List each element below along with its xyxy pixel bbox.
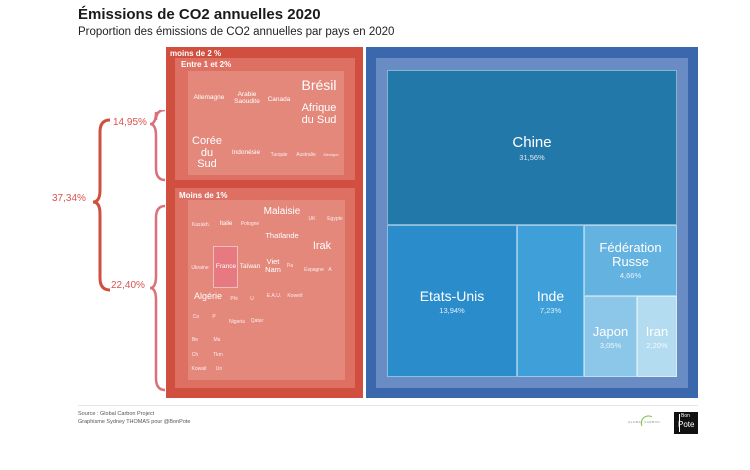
global-carbon-logo: GLOBAL CARBON xyxy=(628,414,664,428)
country-indonesie[interactable]: Indonésie xyxy=(231,149,261,156)
brace-sub2-label: 22,40% xyxy=(111,280,145,291)
country-australie[interactable]: Australie xyxy=(296,152,316,158)
france-highlight xyxy=(213,246,238,288)
arabie-line2: Saoudite xyxy=(234,97,260,105)
country-koweit[interactable]: Koweït xyxy=(287,293,303,299)
country-iran[interactable]: Iran 2,20% xyxy=(637,296,677,377)
country-pologne[interactable]: Pologne xyxy=(240,221,260,227)
country-coree-du-sud[interactable]: Corée du Sud xyxy=(188,135,226,171)
country-un[interactable]: Un xyxy=(215,366,223,372)
brace-sub2 xyxy=(149,204,166,392)
country-co[interactable]: Co xyxy=(192,314,200,320)
country-mexique[interactable]: Mexique xyxy=(323,152,339,157)
country-a[interactable]: A xyxy=(328,267,332,273)
arabie-line1: Arabie xyxy=(237,91,257,98)
group-small-label: moins de 2 % xyxy=(170,49,222,58)
eu-pct: 13,94% xyxy=(439,305,465,315)
country-egypte[interactable]: Egypte xyxy=(327,216,343,222)
iran-label: Iran xyxy=(645,323,669,339)
country-algerie[interactable]: Algérie xyxy=(193,291,222,301)
country-inde[interactable]: Inde 7,23% xyxy=(517,225,584,377)
footer-credit: Graphisme Sydney THOMAS pour @BonPote xyxy=(78,419,191,425)
coree-line3: Sud xyxy=(197,158,217,171)
country-bresil[interactable]: Brésil xyxy=(301,77,337,93)
inde-label: Inde xyxy=(536,287,565,304)
country-u[interactable]: U xyxy=(250,296,254,302)
country-turquie[interactable]: Turquie xyxy=(270,152,288,158)
country-kazakhstan[interactable]: Kazakh. xyxy=(191,222,211,228)
chine-pct: 31,56% xyxy=(519,152,545,162)
country-qatar[interactable]: Qatar xyxy=(250,318,264,324)
subgroup-1-2-cells xyxy=(188,71,344,175)
iran-pct: 2,20% xyxy=(646,340,668,350)
chart-title: Émissions de CO2 annuelles 2020 xyxy=(78,6,321,23)
country-arabie-saoudite[interactable]: Arabie Saoudite xyxy=(228,91,266,106)
footer-divider xyxy=(78,405,698,406)
chart-subtitle: Proportion des émissions de CO2 annuelle… xyxy=(78,26,395,38)
country-chine[interactable]: Chine 31,56% xyxy=(387,70,677,225)
vietnam-line2: Nam xyxy=(265,264,281,274)
coree-line2: du xyxy=(200,146,214,159)
subgroup-less-1-cells xyxy=(188,200,345,380)
country-thailande[interactable]: Thaïlande xyxy=(265,231,299,240)
japon-label: Japon xyxy=(592,323,629,339)
country-phi[interactable]: Phi xyxy=(230,296,238,302)
bonpote-logo: Bon Pote xyxy=(674,412,698,434)
chine-label: Chine xyxy=(512,133,552,151)
country-eau[interactable]: E.A.U. xyxy=(266,293,282,299)
country-ch[interactable]: Ch xyxy=(191,352,199,358)
country-italie[interactable]: Italie xyxy=(219,221,233,227)
country-viet-nam[interactable]: Viet Nam xyxy=(262,258,284,274)
russie-label: Fédération Russe xyxy=(599,241,661,268)
russie-line2: Russe xyxy=(612,254,649,269)
country-tkm[interactable]: Tkm xyxy=(213,352,223,358)
global-carbon-arc-icon xyxy=(640,415,653,427)
country-afrique-du-sud[interactable]: Afrique du Sud xyxy=(294,102,344,126)
bonpote-logo-bar xyxy=(679,414,680,432)
country-allemagne[interactable]: Allemagne xyxy=(193,94,225,101)
global-carbon-text: GLOBAL CARBON xyxy=(628,420,661,424)
afrique-line2: du Sud xyxy=(301,113,337,126)
country-espagne[interactable]: Espagne xyxy=(304,267,324,273)
japon-pct: 3,05% xyxy=(599,340,622,350)
subgroup-less-1-label: Moins de 1% xyxy=(179,191,228,200)
country-japon[interactable]: Japon 3,05% xyxy=(584,296,637,377)
russie-pct: 4,66% xyxy=(619,270,642,280)
subgroup-1-2-label: Entre 1 et 2% xyxy=(181,60,232,69)
russie-line1: Fédération xyxy=(599,240,662,256)
country-nigeria[interactable]: Nigeria xyxy=(229,319,245,325)
country-kw[interactable]: Kowait xyxy=(191,366,207,372)
footer-source: Source : Global Carbon Project xyxy=(78,411,155,417)
brace-total xyxy=(92,118,111,292)
vietnam-line1: Viet xyxy=(266,257,280,266)
country-malaisie[interactable]: Malaisie xyxy=(263,206,301,217)
country-canada[interactable]: Canada xyxy=(267,96,291,103)
bonpote-logo-top: Bon xyxy=(681,413,690,419)
country-ma[interactable]: Ma xyxy=(213,337,221,343)
braces xyxy=(92,110,166,392)
country-pakistan[interactable]: Pa xyxy=(286,263,294,269)
brace-total-label: 37,34% xyxy=(52,193,86,204)
country-ukraine[interactable]: Ukraine xyxy=(191,265,209,271)
country-france[interactable]: France xyxy=(215,263,237,270)
brace-sub1 xyxy=(149,110,166,182)
country-be[interactable]: Be xyxy=(191,337,199,343)
inde-pct: 7,23% xyxy=(539,305,562,315)
country-uk[interactable]: UK xyxy=(308,216,316,222)
coree-line1: Corée xyxy=(192,135,222,147)
eu-label: Etats-Unis xyxy=(419,287,485,304)
country-etats-unis[interactable]: Etats-Unis 13,94% xyxy=(387,225,517,377)
country-p[interactable]: P xyxy=(212,314,216,320)
country-irak[interactable]: Irak xyxy=(312,240,332,252)
country-taiwan[interactable]: Taïwan xyxy=(239,263,261,270)
afrique-line1: Afrique xyxy=(301,102,337,114)
bonpote-logo-bottom: Pote xyxy=(678,420,695,429)
brace-sub1-label: 14,95% xyxy=(113,117,147,128)
country-russie[interactable]: Fédération Russe 4,66% xyxy=(584,225,677,296)
